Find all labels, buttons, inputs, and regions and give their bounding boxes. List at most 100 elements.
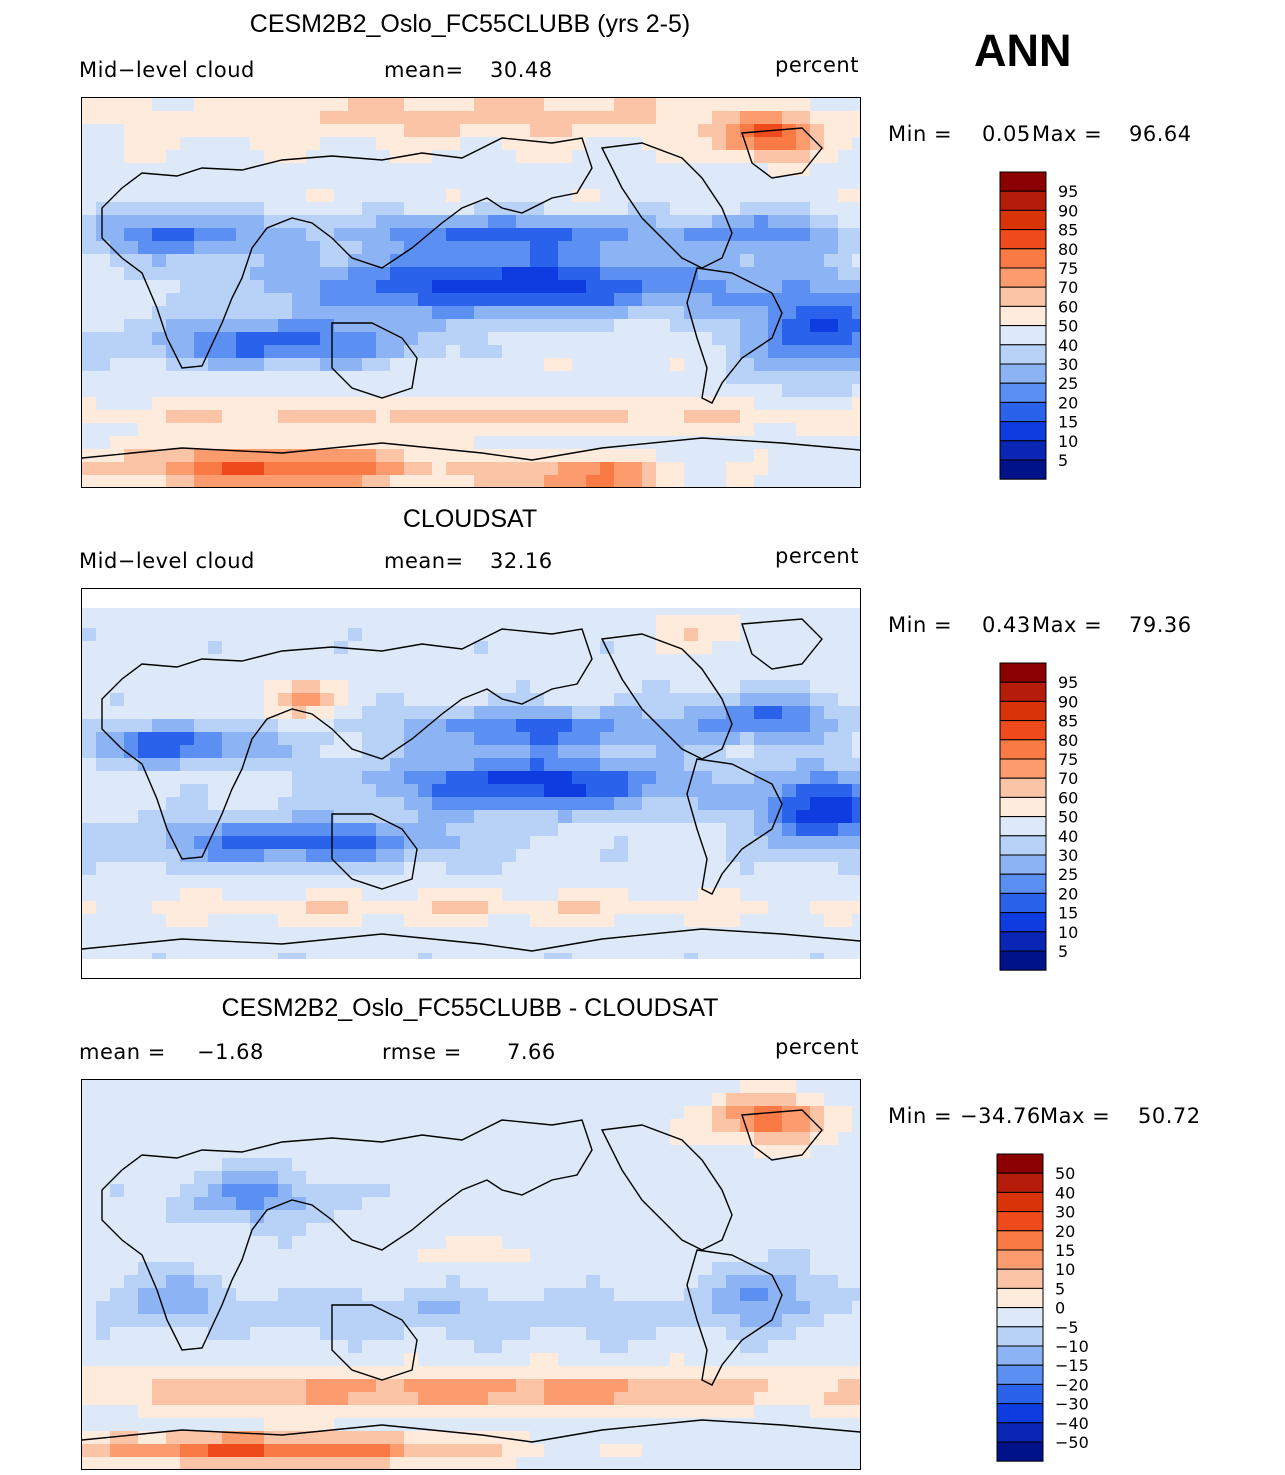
map-cell (586, 1405, 601, 1419)
map-cell (250, 771, 265, 785)
map-cell (124, 667, 139, 681)
map-cell (460, 1210, 475, 1224)
map-cell (166, 849, 181, 863)
map-cell (670, 1093, 685, 1107)
map-cell (530, 98, 545, 112)
map-cell (488, 836, 503, 850)
map-cell (194, 332, 209, 346)
map-cell (110, 1262, 125, 1276)
map-cell (222, 1392, 237, 1406)
map-cell (96, 423, 111, 437)
map-cell (544, 1080, 559, 1094)
map-cell (348, 797, 363, 811)
map-cell (460, 693, 475, 707)
map-cell (292, 1236, 307, 1250)
map-cell (278, 1275, 293, 1289)
map-cell (642, 849, 657, 863)
map-cell (96, 706, 111, 720)
map-cell (194, 1418, 209, 1432)
map-cell (684, 1184, 699, 1198)
map-cell (754, 1223, 769, 1237)
map-cell (390, 358, 405, 372)
map-cell (600, 176, 615, 190)
map-cell (292, 345, 307, 359)
map-cell (292, 1158, 307, 1172)
map-cell (502, 254, 517, 268)
map-cell (768, 397, 783, 411)
map-cell (698, 1275, 713, 1289)
map-cell (306, 371, 321, 385)
map-cell (586, 1197, 601, 1211)
coastline (331, 813, 418, 890)
map-cell (278, 823, 293, 837)
map-cell (670, 758, 685, 772)
map-cell (698, 1145, 713, 1159)
map-cell (712, 358, 727, 372)
map-cell (432, 1366, 447, 1380)
map-cell (614, 1314, 629, 1328)
map-cell (208, 849, 223, 863)
map-cell (782, 641, 797, 655)
map-cell (208, 719, 223, 733)
map-cell (264, 1392, 279, 1406)
map-cell (796, 1418, 811, 1432)
map-cell (250, 706, 265, 720)
map-cell (712, 150, 727, 164)
map-cell (278, 849, 293, 863)
map-cell (530, 1405, 545, 1419)
map-cell (852, 150, 860, 164)
map-cell (852, 306, 860, 320)
map-cell (516, 654, 531, 668)
map-cell (796, 797, 811, 811)
map-cell (376, 1340, 391, 1354)
map-cell (236, 784, 251, 798)
map-cell (96, 1379, 111, 1393)
map-cell (670, 823, 685, 837)
map-cell (96, 1093, 111, 1107)
map-cell (852, 397, 860, 411)
map-cell (418, 797, 433, 811)
map-cell (446, 1210, 461, 1224)
map-cell (628, 1340, 643, 1354)
map-cell (474, 1366, 489, 1380)
map-cell (810, 1405, 825, 1419)
map-cell (572, 1301, 587, 1315)
map-cell (278, 150, 293, 164)
map-cell (306, 1275, 321, 1289)
map-cell (320, 202, 335, 216)
map-cell (194, 927, 209, 941)
map-cell (166, 706, 181, 720)
map-cell (712, 901, 727, 915)
map-cell (306, 849, 321, 863)
map-cell (124, 693, 139, 707)
map-cell (670, 1314, 685, 1328)
map-cell (684, 797, 699, 811)
map-cell (586, 1288, 601, 1302)
map-cell (390, 888, 405, 902)
map-cell (418, 836, 433, 850)
map-cell (110, 397, 125, 411)
map-cell (376, 641, 391, 655)
map-cell (740, 732, 755, 746)
map-cell (502, 1353, 517, 1367)
colorbar-box (999, 681, 1047, 702)
map-cell (558, 293, 573, 307)
map-cell (614, 836, 629, 850)
map-cell (782, 615, 797, 629)
map-cell (222, 1418, 237, 1432)
map-cell (586, 771, 601, 785)
map-cell (740, 888, 755, 902)
map-cell (656, 462, 671, 476)
map-cell (628, 176, 643, 190)
map-cell (180, 163, 195, 177)
map-cell (516, 667, 531, 681)
map-cell (530, 1158, 545, 1172)
map-cell (712, 124, 727, 138)
map-cell (152, 436, 167, 450)
map-cell (250, 784, 265, 798)
map-cell (488, 771, 503, 785)
map-cell (208, 1275, 223, 1289)
map-cell (796, 358, 811, 372)
map-cell (180, 1340, 195, 1354)
map-cell (124, 888, 139, 902)
